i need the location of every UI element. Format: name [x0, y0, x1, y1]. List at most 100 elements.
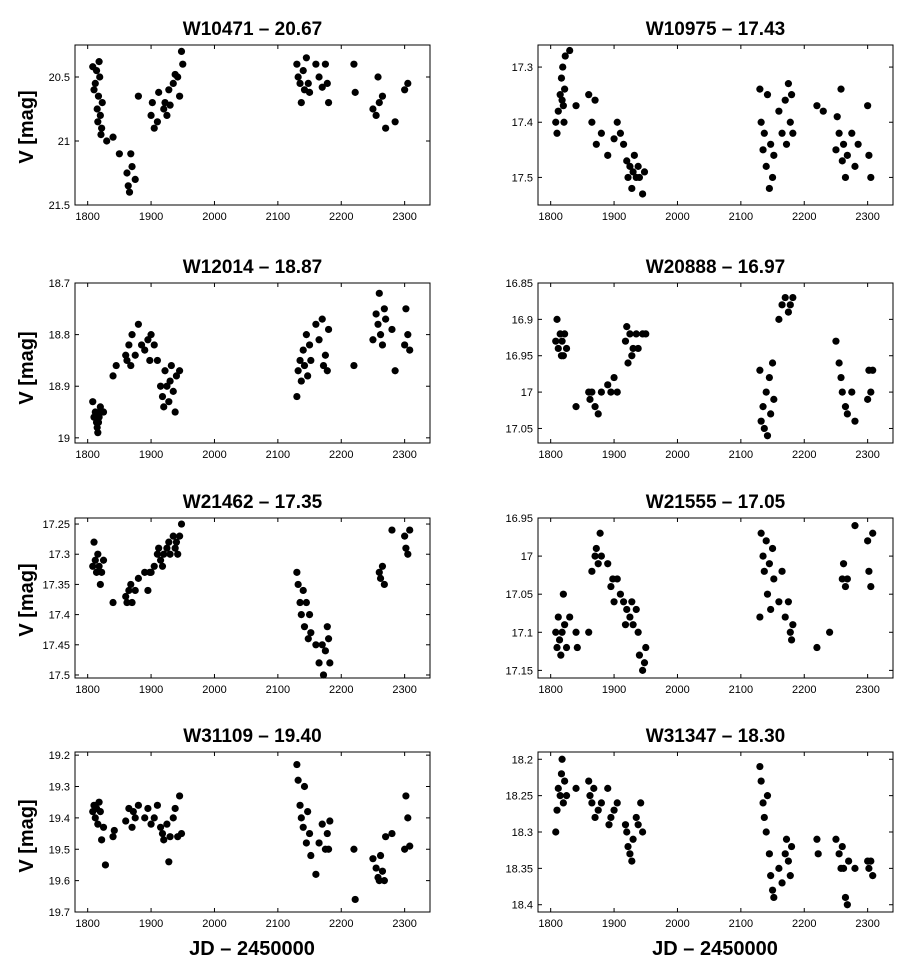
data-point [172, 538, 181, 546]
y-tick-label: 21.5 [49, 200, 70, 212]
data-point [552, 118, 560, 126]
data-point [378, 867, 387, 875]
data-point [122, 817, 130, 825]
data-point [161, 367, 169, 375]
chart-panel: W21555 – 17.05 1800 1900 2000 2100 2200 2300 16… [505, 492, 894, 696]
plot-frame [74, 44, 431, 206]
data-point [775, 107, 783, 115]
data-point [141, 568, 149, 576]
data-point [95, 798, 103, 806]
data-point [604, 560, 612, 568]
data-point [307, 629, 315, 637]
data-point [125, 586, 133, 595]
plot-frame [537, 517, 894, 679]
data-point [147, 111, 155, 119]
data-point [628, 184, 636, 193]
data-point [96, 808, 104, 816]
x-tick-label: 2100 [729, 211, 753, 223]
data-point [782, 835, 791, 843]
data-point [302, 598, 310, 607]
data-point [401, 341, 409, 349]
data-point [851, 417, 859, 425]
data-point [94, 429, 102, 437]
data-point [294, 776, 302, 784]
data-point [586, 792, 594, 800]
data-point [841, 582, 850, 591]
data-point [763, 432, 772, 440]
data-point [757, 417, 765, 425]
data-point [555, 636, 564, 644]
data-point [376, 331, 385, 339]
data-point [165, 86, 173, 94]
data-point [613, 118, 621, 126]
data-point [616, 590, 625, 598]
data-point [638, 666, 647, 674]
x-tick-label: 1800 [75, 449, 99, 461]
data-point [634, 344, 642, 353]
data-point [554, 107, 562, 115]
data-point [781, 293, 789, 302]
data-point [323, 623, 331, 631]
data-point [323, 79, 331, 87]
data-point [406, 346, 414, 354]
data-point [869, 366, 877, 374]
y-tick-label: 20.5 [49, 72, 70, 84]
x-tick-label: 2200 [792, 211, 816, 223]
data-point [147, 331, 155, 339]
data-point [404, 550, 412, 558]
data-point [559, 799, 567, 807]
x-tick-label: 1900 [139, 449, 163, 461]
data-point [163, 382, 171, 390]
data-point [756, 366, 764, 374]
data-point [767, 872, 775, 880]
data-point [315, 839, 323, 847]
data-point [97, 131, 105, 139]
data-point [619, 598, 628, 606]
data-point [597, 129, 605, 137]
data-point [155, 88, 163, 96]
data-point [770, 893, 778, 902]
data-point [175, 792, 184, 800]
data-point [163, 820, 171, 828]
x-tick-label: 2000 [202, 684, 226, 696]
data-point [123, 356, 131, 365]
data-point [560, 118, 568, 126]
data-point [402, 544, 410, 552]
data-point [759, 552, 767, 560]
data-point [843, 901, 851, 909]
x-tick-label: 2000 [665, 918, 689, 930]
x-tick-label: 2000 [665, 449, 689, 461]
data-point [559, 63, 567, 71]
data-point [624, 842, 632, 851]
data-point [572, 102, 580, 110]
data-point [382, 124, 390, 132]
data-point [296, 598, 304, 607]
data-point [770, 575, 778, 583]
data-point [838, 388, 846, 396]
data-point [784, 308, 793, 316]
data-point [781, 613, 789, 621]
data-point [95, 58, 103, 66]
data-point [572, 403, 580, 411]
data-point [591, 403, 599, 411]
data-point [756, 85, 764, 93]
data-point [127, 361, 135, 370]
data-point [391, 118, 399, 126]
y-tick-label: 18.35 [505, 863, 533, 875]
data-point [127, 150, 135, 158]
data-point [848, 129, 856, 137]
x-tick-label: 2000 [665, 684, 689, 696]
data-point [406, 526, 414, 534]
x-tick-label: 2300 [392, 449, 416, 461]
data-point [759, 799, 767, 807]
data-point [388, 829, 396, 838]
data-point [640, 168, 649, 176]
data-point [96, 111, 104, 119]
data-point [838, 575, 846, 583]
y-tick-label: 19.2 [49, 750, 70, 762]
data-point [759, 146, 767, 154]
data-point [813, 643, 821, 652]
y-tick-label: 16.85 [505, 278, 533, 290]
data-point [401, 86, 409, 94]
data-point [839, 560, 848, 568]
